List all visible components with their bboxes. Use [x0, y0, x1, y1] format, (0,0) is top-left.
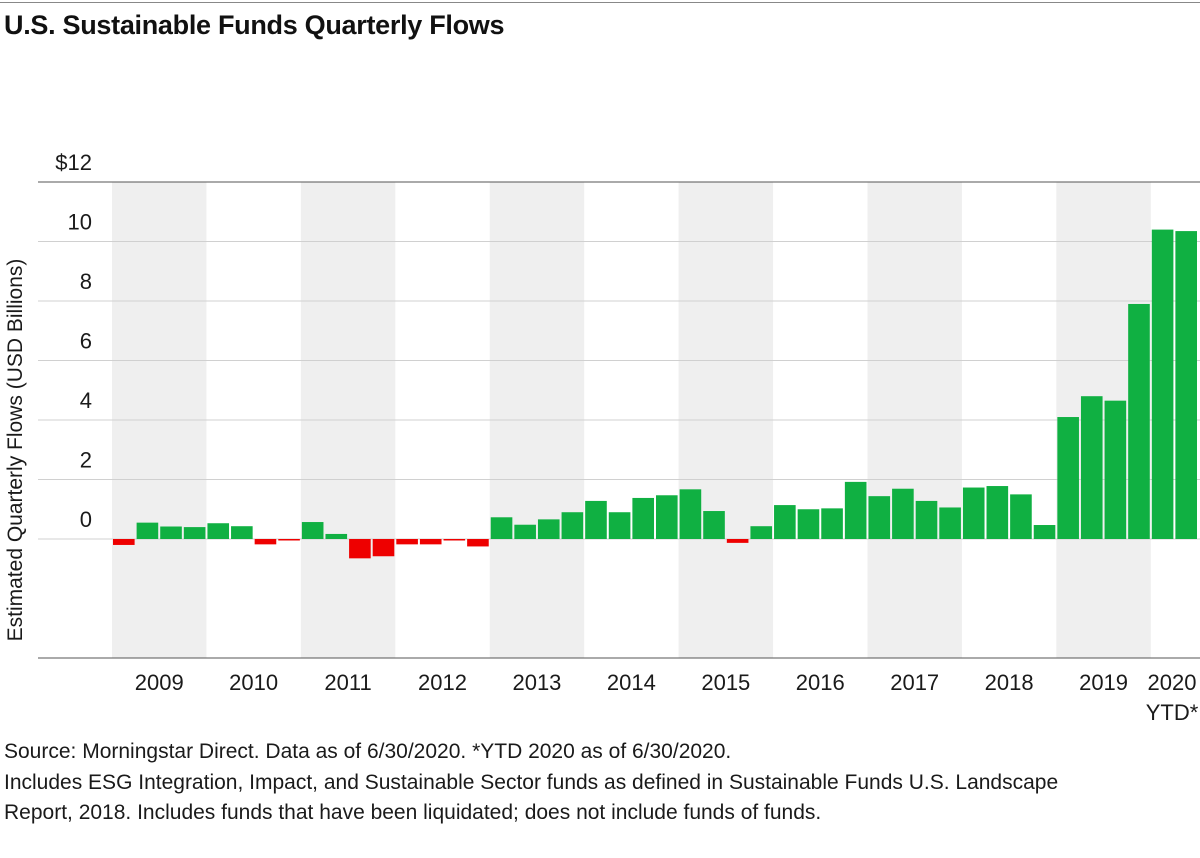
- bar-q34: [892, 488, 914, 539]
- bar-q30: [797, 509, 820, 539]
- bar-q43: [1104, 400, 1127, 539]
- bars: [113, 229, 1197, 559]
- bar-q21: [585, 500, 607, 539]
- gridlines: [38, 181, 1200, 659]
- y-tick-12: $12: [55, 150, 92, 175]
- bar-q44: [1128, 303, 1150, 539]
- bar-q27: [726, 539, 749, 543]
- x-tick-2011: 2011: [324, 670, 371, 695]
- x-tick-2010: 2010: [229, 670, 278, 695]
- bar-q26: [703, 511, 725, 539]
- footnote-line-1: Includes ESG Integration, Impact, and Su…: [4, 771, 1059, 794]
- bar-q29: [774, 505, 796, 539]
- bar-q42: [1080, 396, 1103, 539]
- x-tick-2016: 2016: [796, 670, 845, 695]
- bar-q22: [608, 512, 631, 539]
- y-tick-10: 10: [68, 210, 92, 235]
- x-tick-2013: 2013: [512, 670, 561, 695]
- bar-q28: [750, 526, 773, 539]
- y-tick-0: 0: [80, 507, 92, 532]
- bar-q19: [537, 519, 560, 539]
- x-tick-2014: 2014: [607, 670, 656, 695]
- x-tick-2015: 2015: [701, 670, 750, 695]
- bar-q25: [679, 489, 702, 539]
- bar-q24: [656, 495, 678, 539]
- x-tick-labels: 2009 2010 2011 2012 2013 2014 2015 2016 2017 2018…: [135, 670, 1199, 725]
- top-rule: [0, 2, 1200, 3]
- bar-q46: [1175, 231, 1197, 539]
- bar-q10: [325, 533, 348, 539]
- bar-q38: [986, 486, 1009, 539]
- bar-q4: [183, 527, 206, 539]
- y-tick-6: 6: [80, 329, 92, 354]
- bar-q2: [136, 522, 159, 539]
- x-tick-2017: 2017: [890, 670, 939, 695]
- x-tick-2009: 2009: [135, 670, 184, 695]
- bar-q33: [868, 496, 891, 539]
- x-tick-2020: 2020: [1148, 670, 1197, 695]
- bar-q36: [939, 507, 961, 539]
- y-tick-8: 8: [80, 269, 92, 294]
- y-axis-label: Estimated Quarterly Flows (USD Billions): [4, 259, 27, 642]
- bar-q18: [514, 524, 536, 539]
- bar-q9: [301, 522, 324, 539]
- bar-q32: [844, 481, 867, 539]
- bar-q3: [160, 526, 182, 539]
- bar-q13: [396, 539, 418, 545]
- bar-q7: [254, 539, 277, 545]
- bar-q14: [419, 539, 442, 545]
- bar-q5: [207, 523, 230, 539]
- y-tick-4: 4: [80, 388, 92, 413]
- bar-q17: [490, 517, 513, 539]
- x-tick-ytd-note: YTD*: [1146, 700, 1199, 725]
- y-tick-2: 2: [80, 448, 92, 473]
- y-tick-labels: $12 10 8 6 4 2 0: [55, 150, 92, 532]
- bar-q45: [1151, 229, 1174, 539]
- x-tick-2012: 2012: [418, 670, 467, 695]
- x-tick-2019: 2019: [1079, 670, 1128, 695]
- bar-q41: [1057, 417, 1079, 539]
- bar-q1: [113, 539, 135, 545]
- bar-q40: [1033, 525, 1056, 539]
- bar-q11: [349, 539, 371, 559]
- bar-q6: [231, 526, 253, 539]
- bar-q16: [467, 539, 489, 547]
- bar-q12: [372, 539, 395, 557]
- footnote-line-2: Report, 2018. Includes funds that have b…: [4, 801, 822, 824]
- bar-q20: [561, 512, 584, 539]
- chart-title: U.S. Sustainable Funds Quarterly Flows: [4, 10, 505, 40]
- x-tick-2018: 2018: [985, 670, 1034, 695]
- bar-q37: [962, 487, 985, 539]
- bar-q8: [278, 539, 300, 541]
- bar-q31: [821, 508, 843, 539]
- bar-q15: [443, 539, 466, 541]
- bar-q39: [1010, 494, 1032, 539]
- bar-q23: [632, 497, 654, 539]
- source-note: Source: Morningstar Direct. Data as of 6…: [4, 740, 732, 763]
- bar-q35: [915, 500, 938, 539]
